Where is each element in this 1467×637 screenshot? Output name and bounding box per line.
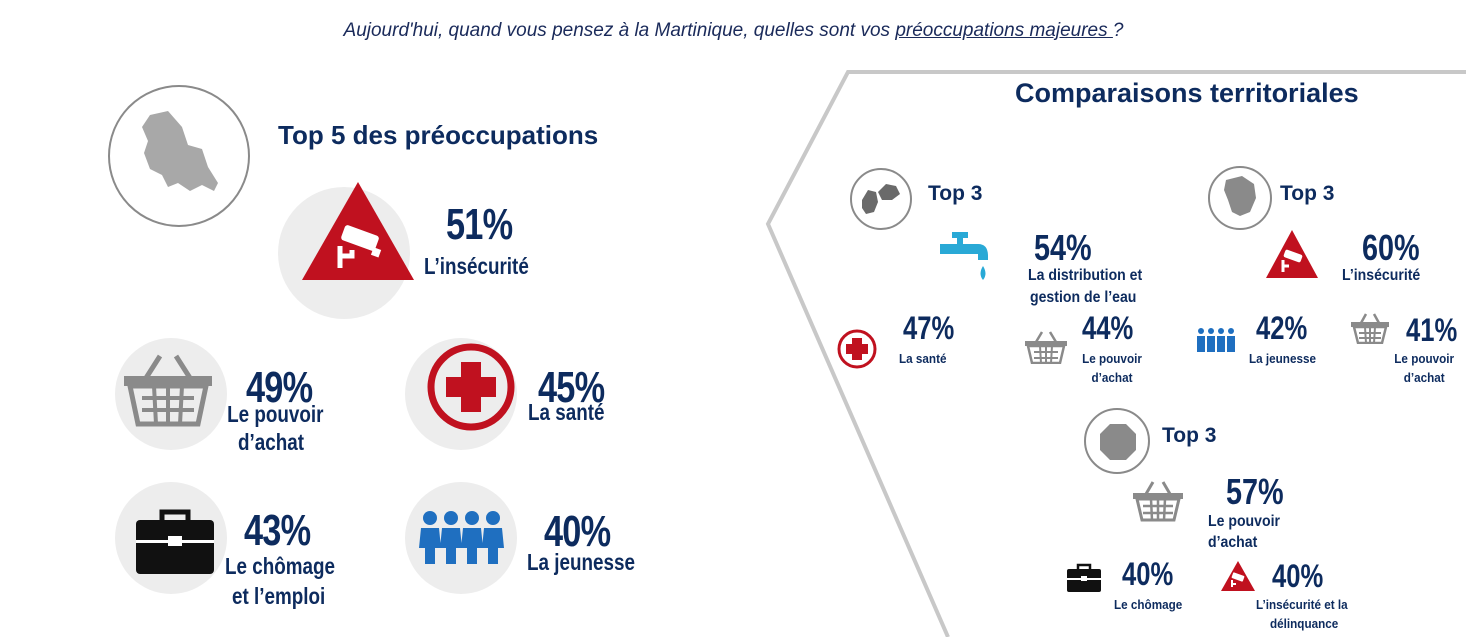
insecurity-label: L’insécurité [424, 253, 529, 279]
y-basket-pct: 41% [1406, 312, 1458, 348]
shopping-basket-icon [1025, 331, 1067, 364]
health-label: La santé [528, 399, 605, 425]
youth-label: La jeunesse [527, 549, 635, 575]
r-insecurity-label-2: délinquance [1270, 616, 1339, 631]
g-water-label-1: La distribution et [1028, 267, 1143, 284]
r-insecurity-pct: 40% [1272, 558, 1324, 594]
g-health-pct: 47% [903, 310, 955, 346]
y-insecurity-label: L’insécurité [1342, 267, 1421, 284]
reunion-top3: Top 3 [1162, 424, 1217, 447]
y-insecurity-pct: 60% [1362, 227, 1420, 268]
briefcase-icon [136, 509, 214, 574]
question-mark: ? [1112, 20, 1124, 41]
reunion-map-icon [1100, 424, 1136, 460]
y-youth-pct: 42% [1256, 310, 1308, 346]
water-tap-icon [940, 232, 988, 280]
people-group-icon [419, 511, 504, 564]
g-health-label: La santé [899, 351, 947, 366]
briefcase-icon [1067, 563, 1101, 592]
r-basket-label-2: d’achat [1208, 534, 1258, 551]
medical-cross-icon [427, 343, 515, 431]
r-basket-label-1: Le pouvoir [1208, 513, 1280, 530]
people-group-icon [1197, 328, 1235, 352]
security-camera-warning-icon [1221, 561, 1255, 591]
question-text: Aujourd'hui, quand vous pensez à la Mart… [343, 20, 896, 41]
comparisons-title: Comparaisons territoriales [1015, 78, 1359, 108]
g-basket-label-1: Le pouvoir [1082, 351, 1142, 366]
survey-question: Aujourd'hui, quand vous pensez à la Mart… [0, 20, 1467, 42]
unemployment-label-1: Le chômage [225, 553, 336, 579]
guyane-badge [1208, 166, 1272, 230]
martinique-map-icon [142, 111, 218, 191]
basket-pct: 49% [246, 363, 313, 412]
r-unemployment-label: Le chômage [1114, 597, 1183, 612]
insecurity-pct: 51% [446, 200, 513, 249]
security-camera-warning-icon [1266, 230, 1318, 278]
guadeloupe-top3: Top 3 [928, 182, 983, 205]
martinique-map-badge [108, 85, 250, 227]
guyane-map-icon [1224, 176, 1256, 216]
r-basket-pct: 57% [1226, 471, 1284, 512]
g-water-label-2: gestion de l’eau [1030, 289, 1137, 306]
panel-separator [765, 70, 1466, 637]
shopping-basket-icon [1133, 481, 1183, 522]
question-emphasis: préoccupations majeures [895, 20, 1113, 41]
security-camera-warning-icon [302, 182, 414, 280]
y-basket-label-2: d’achat [1403, 370, 1445, 385]
g-basket-pct: 44% [1082, 310, 1134, 346]
g-water-pct: 54% [1034, 227, 1092, 268]
basket-label-1: Le pouvoir [227, 401, 324, 427]
basket-label-2: d’achat [238, 429, 305, 455]
r-unemployment-pct: 40% [1122, 556, 1174, 592]
reunion-badge [1084, 408, 1150, 474]
g-basket-label-2: d’achat [1091, 370, 1133, 385]
top5-title: Top 5 des préoccupations [278, 120, 599, 150]
y-basket-label-1: Le pouvoir [1394, 351, 1455, 366]
guadeloupe-map-icon [862, 184, 900, 214]
youth-pct: 40% [544, 507, 611, 556]
shopping-basket-icon [1351, 313, 1389, 344]
guyane-top3: Top 3 [1280, 182, 1335, 205]
unemployment-label-2: et l’emploi [232, 583, 326, 609]
guadeloupe-badge [850, 168, 912, 230]
r-insecurity-label-1: L’insécurité et la [1256, 597, 1348, 612]
unemployment-pct: 43% [244, 506, 311, 555]
health-pct: 45% [538, 363, 605, 412]
y-youth-label: La jeunesse [1249, 351, 1316, 366]
medical-cross-icon [837, 329, 877, 369]
shopping-basket-icon [124, 354, 212, 427]
